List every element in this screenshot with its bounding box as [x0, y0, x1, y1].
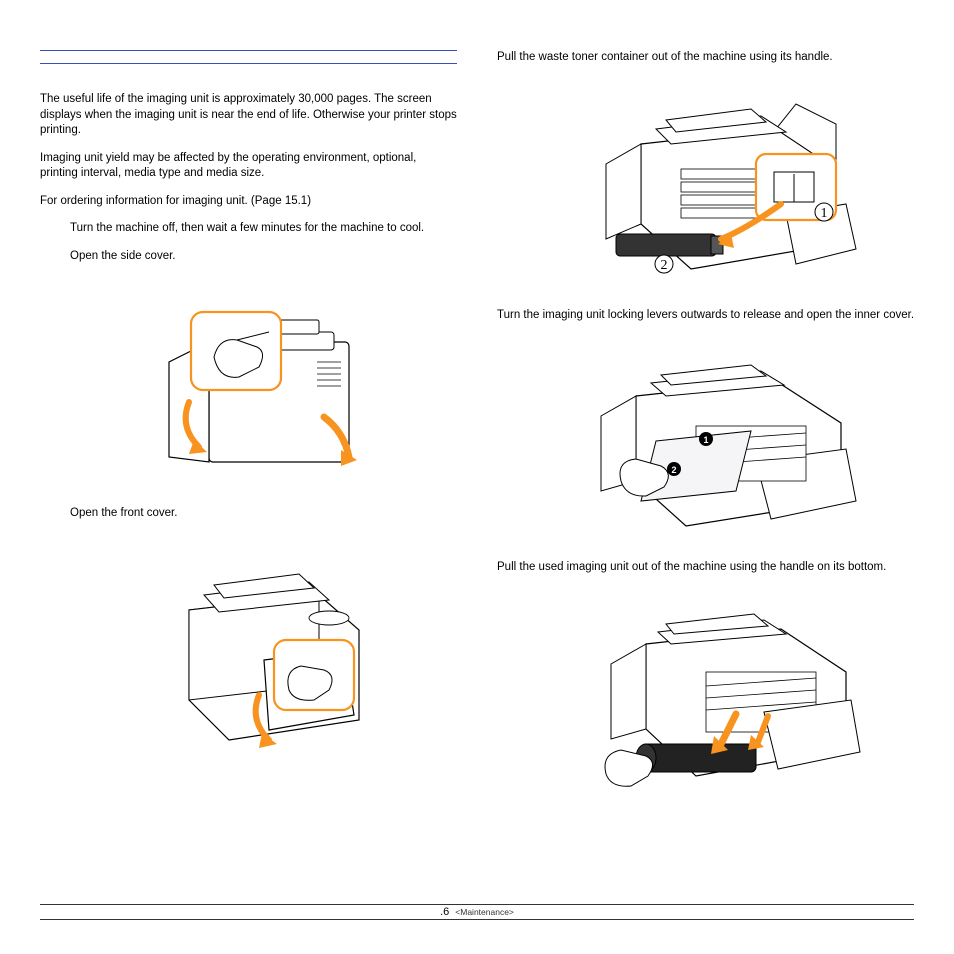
printer-front-cover-svg — [119, 540, 379, 760]
step-5: Turn the imaging unit locking levers out… — [497, 308, 914, 324]
intro-para-1b: when the imaging unit is near the end of… — [40, 109, 457, 137]
printer-waste-toner-svg: 1 2 — [546, 84, 866, 284]
step-6: Pull the used imaging unit out of the ma… — [497, 560, 914, 576]
left-column: The useful life of the imaging unit is a… — [40, 50, 457, 828]
step-3: Open the front cover. — [70, 506, 457, 522]
illustration-side-cover — [40, 282, 457, 482]
svg-text:2: 2 — [660, 258, 667, 273]
illustration-waste-toner: 1 2 — [497, 84, 914, 284]
footer-page-number: .6 — [440, 906, 449, 918]
svg-text:1: 1 — [820, 206, 827, 221]
step-2: Open the side cover. — [70, 249, 457, 265]
svg-text:2: 2 — [671, 465, 676, 475]
illustration-front-cover — [40, 540, 457, 760]
page-footer: .6 <Maintenance> — [40, 904, 914, 920]
step-4: Pull the waste toner container out of th… — [497, 50, 914, 66]
svg-text:1: 1 — [703, 435, 708, 445]
steps-left: Turn the machine off, then wait a few mi… — [40, 221, 457, 264]
intro-para-2: Imaging unit yield may be affected by th… — [40, 151, 457, 182]
right-column: Pull the waste toner container out of th… — [497, 50, 914, 828]
printer-levers-svg: 1 2 — [546, 341, 866, 536]
intro-para-3: For ordering information for imaging uni… — [40, 194, 457, 210]
illustration-pull-imaging-unit — [497, 594, 914, 804]
illustration-locking-levers: 1 2 — [497, 341, 914, 536]
footer-section-label: <Maintenance> — [455, 907, 514, 917]
step-1: Turn the machine off, then wait a few mi… — [70, 221, 457, 237]
rule-1 — [40, 50, 457, 51]
intro-para-1: The useful life of the imaging unit is a… — [40, 92, 457, 139]
printer-pull-unit-svg — [546, 594, 866, 804]
steps-left-2: Open the front cover. — [40, 506, 457, 522]
rule-2 — [40, 63, 457, 64]
printer-side-cover-svg — [119, 282, 379, 482]
section-rules — [40, 50, 457, 64]
